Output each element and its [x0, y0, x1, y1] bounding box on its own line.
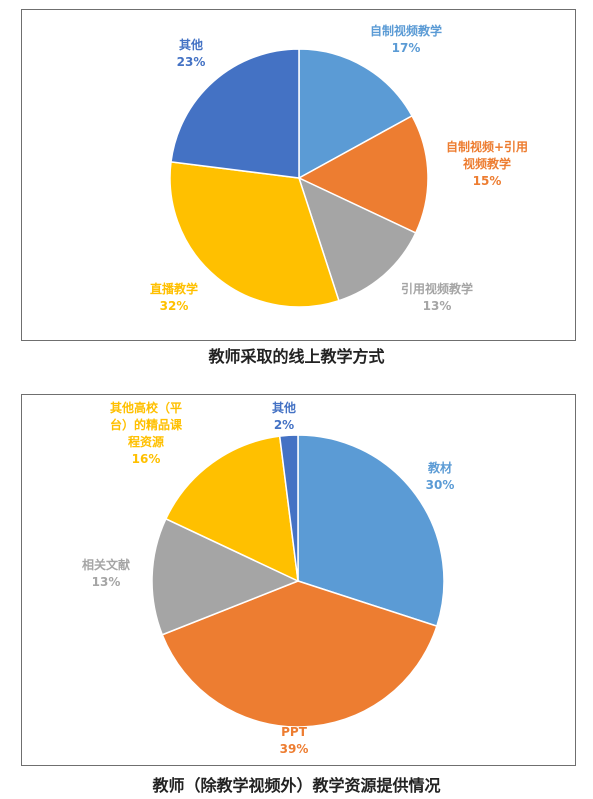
- pie-slice-teaching-resources-3: [164, 435, 299, 583]
- slice-category-label-online-teaching-1-1: 视频教学: [463, 156, 511, 171]
- pie-slice-online-teaching-3: [169, 160, 340, 308]
- chart-panel-teaching-resources: 教材 30% PPT 39% 相关文献 13% 其他高校（平 台）的精品课 程资源 16% 其他 2%: [21, 394, 576, 766]
- slice-percent-label-teaching-resources-1: 39%: [280, 742, 309, 756]
- slice-category-label-online-teaching-4-0: 其他: [179, 37, 203, 52]
- slice-percent-label-online-teaching-3: 32%: [160, 299, 189, 313]
- slice-category-label-teaching-resources-2-0: 相关文献: [82, 557, 130, 572]
- slice-percent-label-teaching-resources-0: 30%: [426, 478, 455, 492]
- pie-slice-online-teaching-2: [297, 176, 417, 302]
- slice-category-label-teaching-resources-4-0: 其他: [272, 400, 296, 415]
- chart-panel-online-teaching-methods: 自制视频教学 17% 自制视频+引用 视频教学 15% 引用视频教学 13% 直播教学 32% 其…: [21, 9, 576, 341]
- pie-slice-teaching-resources-2: [151, 517, 300, 636]
- slice-percent-label-online-teaching-4: 23%: [177, 55, 206, 69]
- slice-percent-label-online-teaching-0: 17%: [392, 41, 421, 55]
- slice-category-label-online-teaching-3-0: 直播教学: [150, 281, 198, 296]
- pie-chart-online-teaching-methods: 自制视频教学 17% 自制视频+引用视频教学 15% 引用视频教学 13% 直播教学 32% 其…: [150, 23, 528, 313]
- slice-percent-label-teaching-resources-4: 2%: [274, 418, 294, 432]
- slice-category-label-teaching-resources-3-0: 其他高校（平: [110, 400, 182, 415]
- slice-category-label-online-teaching-1-0: 自制视频+引用: [446, 139, 528, 154]
- slice-percent-label-online-teaching-2: 13%: [423, 299, 452, 313]
- pie-slice-online-teaching-1: [297, 114, 429, 234]
- chart-title-teaching-resources: 教师（除教学视频外）教学资源提供情况: [152, 776, 441, 795]
- pie-slice-teaching-resources-0: [297, 434, 445, 628]
- pie-slice-teaching-resources-4: [278, 434, 299, 582]
- slice-category-label-teaching-resources-3-2: 程资源: [128, 434, 164, 449]
- pie-slice-teaching-resources-1: [161, 580, 438, 728]
- slice-category-label-online-teaching-2-0: 引用视频教学: [401, 281, 473, 296]
- pie-slice-online-teaching-0: [298, 48, 414, 180]
- chart-title-online-teaching-methods: 教师采取的线上教学方式: [208, 347, 385, 366]
- slice-category-label-online-teaching-0-0: 自制视频教学: [370, 23, 442, 38]
- slice-percent-label-teaching-resources-2: 13%: [92, 575, 121, 589]
- slice-category-label-teaching-resources-0-0: 教材: [427, 460, 452, 475]
- slice-category-label-teaching-resources-3-1: 台）的精品课: [110, 417, 183, 432]
- slice-percent-label-online-teaching-1: 15%: [473, 174, 502, 188]
- slice-category-label-teaching-resources-1-0: PPT: [281, 725, 308, 739]
- slice-percent-label-teaching-resources-3: 16%: [132, 452, 161, 466]
- pie-slice-online-teaching-4: [170, 48, 300, 179]
